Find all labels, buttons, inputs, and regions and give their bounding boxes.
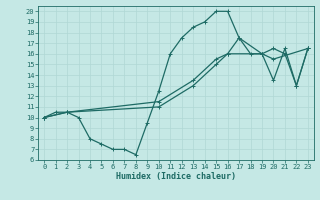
X-axis label: Humidex (Indice chaleur): Humidex (Indice chaleur) (116, 172, 236, 181)
